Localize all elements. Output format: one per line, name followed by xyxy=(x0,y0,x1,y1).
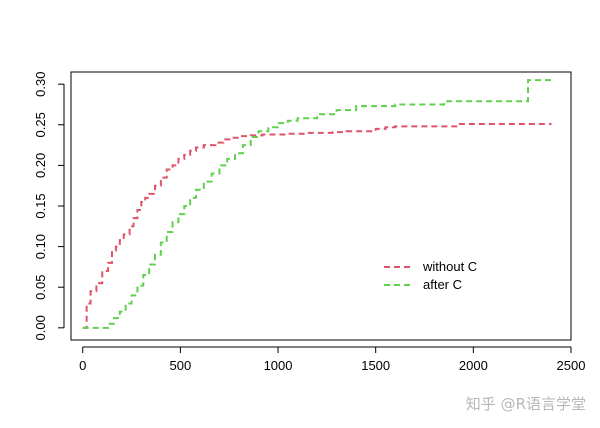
x-tick-label: 500 xyxy=(170,358,192,373)
y-tick-label: 0.10 xyxy=(33,234,48,259)
y-tick-label: 0.20 xyxy=(33,153,48,178)
x-tick-label: 2000 xyxy=(459,358,488,373)
x-axis: 0 500 1000 1500 2000 2500 xyxy=(79,346,586,373)
x-tick-label: 2500 xyxy=(557,358,586,373)
series-line-after-c xyxy=(82,79,552,329)
series-layer xyxy=(82,79,552,329)
legend: without C after C xyxy=(384,259,477,292)
legend-label-without-c: without C xyxy=(422,259,477,274)
legend-label-after-c: after C xyxy=(423,277,462,292)
y-tick-label: 0.00 xyxy=(33,315,48,340)
y-tick-label: 0.25 xyxy=(33,112,48,137)
y-tick-label: 0.15 xyxy=(33,193,48,218)
series-line-without-c xyxy=(82,122,552,329)
plot-frame xyxy=(70,71,572,341)
y-tick-label: 0.05 xyxy=(33,275,48,300)
y-axis: 0.00 0.05 0.10 0.15 0.20 0.25 0.30 xyxy=(33,72,65,340)
x-tick-label: 0 xyxy=(79,358,86,373)
watermark: 知乎 @R语言学堂 xyxy=(465,395,586,413)
y-tick-label: 0.30 xyxy=(33,72,48,97)
x-tick-label: 1500 xyxy=(361,358,390,373)
x-tick-label: 1000 xyxy=(264,358,293,373)
